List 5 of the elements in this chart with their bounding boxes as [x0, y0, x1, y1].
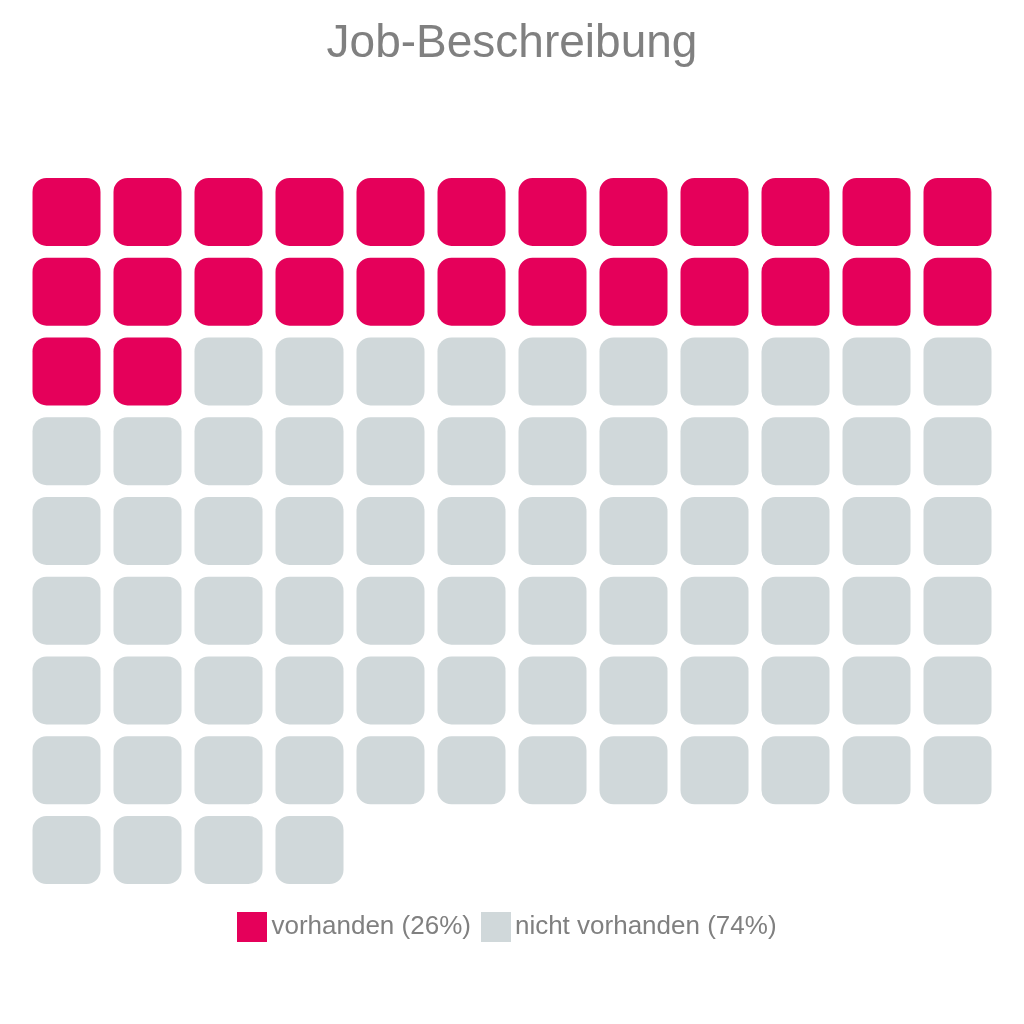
data-label: (74%) — [707, 909, 777, 940]
text: Job-Beschreibung — [325, 14, 699, 68]
legend-label: vorhanden — [271, 909, 395, 940]
data-label: (26%) — [401, 909, 471, 940]
legend-label: nicht vorhanden — [514, 909, 700, 940]
